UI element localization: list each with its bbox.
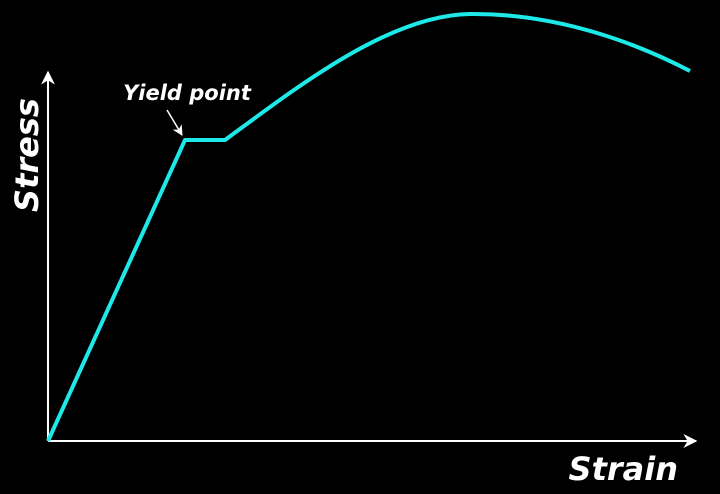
y-axis-label: Stress	[8, 98, 46, 212]
annotation-label: Yield point	[123, 81, 252, 105]
stress-strain-curve	[46, 11, 691, 442]
x-axis-label: Strain	[569, 450, 678, 488]
annotation-arrow	[166, 109, 183, 136]
